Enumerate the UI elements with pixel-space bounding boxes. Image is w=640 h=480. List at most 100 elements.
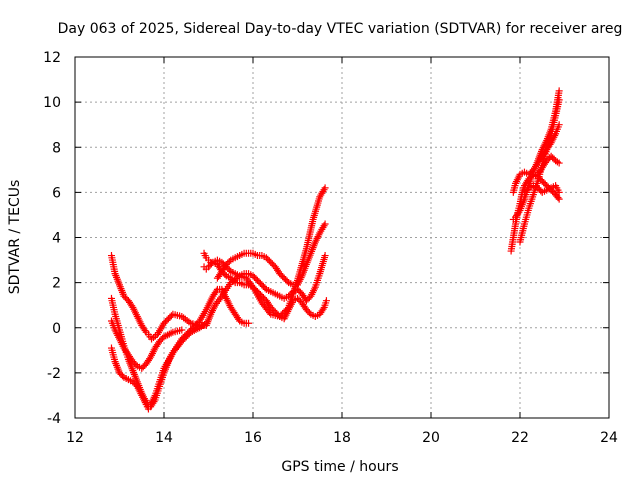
data-point: [283, 277, 291, 285]
x-tick-label: 14: [155, 430, 173, 446]
data-point: [205, 263, 212, 271]
data-point: [305, 309, 313, 317]
data-point: [276, 270, 284, 278]
data-point: [280, 274, 288, 282]
y-tick-label: 6: [52, 185, 61, 201]
data-point: [252, 275, 260, 283]
data-point: [520, 188, 528, 196]
data-point: [253, 276, 261, 284]
data-point: [121, 294, 129, 302]
data-point: [534, 184, 542, 192]
data-point: [179, 336, 187, 344]
data-point: [295, 296, 303, 304]
data-point: [207, 260, 215, 268]
data-point: [268, 260, 276, 268]
data-point: [156, 337, 164, 345]
data-point: [227, 274, 235, 282]
data-point: [322, 297, 330, 305]
data-point: [252, 286, 260, 294]
y-tick-label: 8: [52, 140, 61, 156]
axis-ticks: [74, 56, 610, 419]
y-tick-label: -2: [47, 366, 61, 382]
data-point: [141, 327, 149, 335]
data-point: [544, 155, 552, 163]
data-point: [120, 292, 128, 300]
data-point: [258, 292, 266, 300]
data-point: [267, 258, 275, 266]
data-point: [224, 259, 232, 267]
data-point: [132, 361, 140, 369]
data-points: [107, 87, 563, 413]
data-point: [164, 315, 172, 323]
data-point: [304, 295, 312, 303]
data-point: [273, 309, 281, 317]
y-tick-label: 2: [52, 276, 61, 292]
data-point: [304, 307, 312, 315]
data-point: [270, 306, 278, 314]
data-point: [277, 271, 285, 279]
data-point: [541, 180, 549, 188]
data-point: [230, 277, 238, 285]
x-tick-label: 12: [66, 430, 84, 446]
x-tick-label: 20: [422, 430, 440, 446]
data-point: [302, 306, 310, 314]
data-point: [554, 194, 562, 202]
data-point: [138, 364, 146, 372]
data-series: [509, 87, 563, 223]
data-point: [218, 258, 226, 266]
data-point: [264, 255, 272, 263]
data-point: [245, 319, 253, 327]
data-point: [265, 257, 273, 265]
data-point: [321, 252, 329, 260]
data-point: [321, 184, 329, 192]
data-point: [295, 287, 303, 295]
data-point: [129, 378, 137, 386]
x-tick-label: 24: [600, 430, 618, 446]
data-point: [268, 305, 276, 313]
data-series: [520, 182, 563, 196]
data-point: [212, 287, 220, 295]
data-point: [549, 154, 557, 162]
data-point: [250, 285, 258, 293]
data-point: [201, 320, 209, 328]
data-point: [116, 369, 123, 377]
data-point: [253, 288, 261, 296]
data-point: [249, 272, 257, 280]
data-point: [267, 303, 275, 311]
data-point: [259, 282, 267, 290]
data-point: [157, 336, 165, 344]
y-tick-label: 0: [52, 321, 61, 337]
data-point: [515, 208, 523, 216]
data-point: [535, 185, 543, 193]
data-point: [255, 278, 263, 286]
data-point: [150, 398, 158, 406]
data-point: [225, 266, 233, 274]
data-point: [286, 291, 294, 299]
y-tick-label: 12: [43, 50, 61, 66]
data-point: [321, 220, 329, 228]
data-point: [129, 358, 137, 366]
data-point: [178, 326, 186, 334]
chart-title: Day 063 of 2025, Sidereal Day-to-day VTE…: [58, 21, 623, 37]
data-point: [555, 188, 563, 196]
data-point: [547, 152, 555, 160]
data-point: [261, 284, 269, 292]
data-point: [117, 370, 125, 378]
data-point: [130, 359, 138, 367]
data-series: [534, 152, 563, 178]
data-point: [522, 187, 530, 195]
data-point: [139, 363, 147, 371]
x-tick-label: 18: [333, 430, 351, 446]
data-series: [200, 252, 329, 305]
data-point: [319, 305, 327, 313]
x-tick-label: 22: [511, 430, 529, 446]
data-point: [184, 331, 192, 339]
data-series: [213, 220, 329, 289]
data-point: [549, 188, 557, 196]
data-point: [274, 311, 282, 319]
data-point: [258, 281, 266, 289]
data-series: [107, 319, 210, 413]
y-tick-label: 10: [43, 95, 61, 111]
